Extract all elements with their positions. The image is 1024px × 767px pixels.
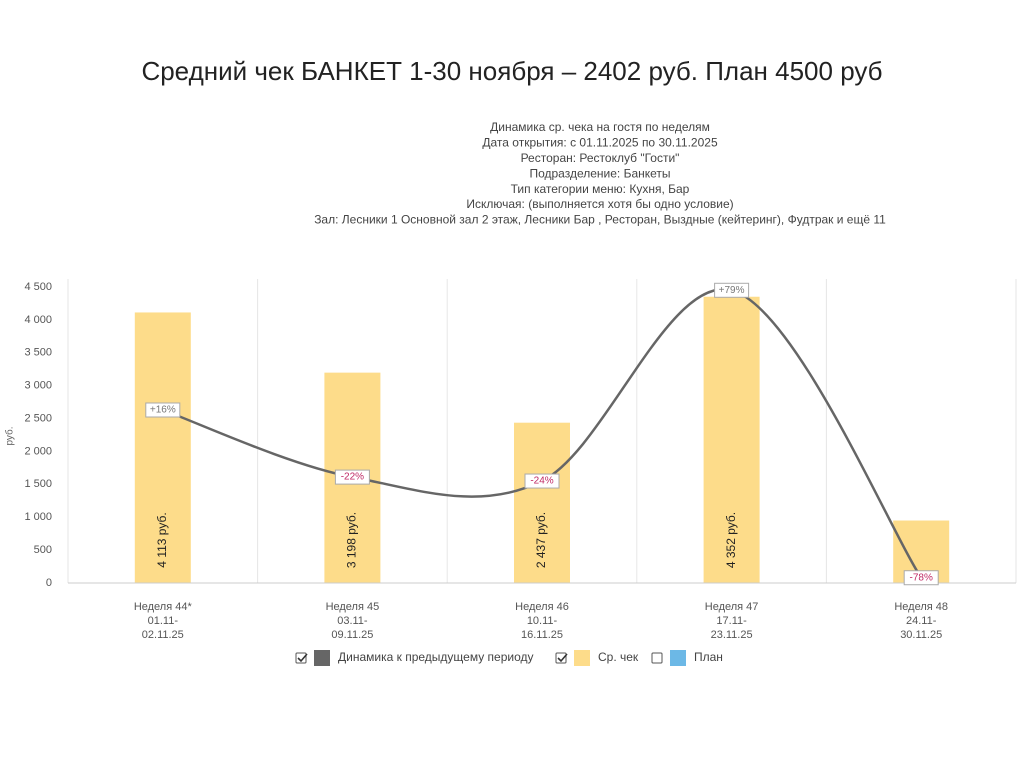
legend-label: План <box>694 650 723 664</box>
subtitle-line: Дата открытия: с 01.11.2025 по 30.11.202… <box>482 136 718 150</box>
line-value-label: -22% <box>341 472 364 483</box>
y-tick-label: 3 500 <box>24 347 52 359</box>
x-tick-label: 23.11.25 <box>711 629 753 641</box>
y-tick-label: 2 500 <box>24 412 52 424</box>
line-label-box <box>334 469 370 485</box>
legend-checkbox[interactable] <box>295 652 307 664</box>
line-value-label: +79% <box>719 285 745 296</box>
bar-value-label: 4 113 руб. <box>155 512 169 567</box>
line-value-label: -78% <box>910 572 933 583</box>
x-tick-label: 16.11.25 <box>521 629 563 641</box>
subtitle-line: Подразделение: Банкеты <box>529 166 670 180</box>
line-value-label: +16% <box>150 405 176 416</box>
x-tick-label: 03.11- <box>337 615 368 627</box>
bar <box>514 422 570 583</box>
legend-checkbox[interactable] <box>651 652 663 664</box>
x-tick-label: 24.11- <box>906 615 937 627</box>
legend-swatch <box>314 650 330 666</box>
y-tick-label: 2 000 <box>24 445 52 457</box>
line-label-box <box>145 402 181 418</box>
y-tick-label: 4 000 <box>24 314 52 326</box>
y-tick-label: 4 500 <box>24 281 52 293</box>
slide-title: Средний чек БАНКЕТ 1-30 ноября – 2402 ру… <box>141 56 882 86</box>
x-tick-label: 01.11- <box>148 615 179 627</box>
x-tick-label: Неделя 45 <box>326 601 380 613</box>
legend-checkbox[interactable] <box>555 652 567 664</box>
x-tick-label: 09.11.25 <box>331 629 373 641</box>
y-tick-label: 500 <box>34 544 52 556</box>
legend-swatch <box>670 650 686 666</box>
x-tick-label: 17.11- <box>716 615 747 627</box>
x-tick-label: Неделя 46 <box>515 601 569 613</box>
line-label-box <box>524 473 560 489</box>
y-tick-label: 3 000 <box>24 380 52 392</box>
y-tick-label: 1 500 <box>24 478 52 490</box>
x-tick-label: Неделя 47 <box>705 601 759 613</box>
legend-checkmark <box>297 653 308 663</box>
legend-swatch <box>574 650 590 666</box>
bar <box>134 312 191 583</box>
x-tick-label: 02.11.25 <box>142 629 184 641</box>
subtitle-line: Динамика ср. чека на гостя по неделям <box>490 120 710 134</box>
bar-value-label: 3 198 руб. <box>345 512 359 568</box>
x-tick-label: 30.11.25 <box>900 629 942 641</box>
bar-value-label: 2 437 руб. <box>534 512 548 568</box>
subtitle-line: Тип категории меню: Кухня, Бар <box>511 182 690 196</box>
legend-label: Динамика к предыдущему периоду <box>338 650 534 664</box>
y-tick-label: 0 <box>46 577 52 589</box>
legend-checkmark <box>557 653 568 663</box>
x-tick-label: 10.11- <box>527 615 558 627</box>
subtitle-line: Ресторан: Рестоклуб "Гости" <box>521 151 680 165</box>
bar <box>703 296 760 583</box>
bar-value-label: 4 352 руб. <box>724 512 738 568</box>
y-axis-label: руб. <box>4 426 16 445</box>
x-tick-label: Неделя 44* <box>134 601 193 613</box>
x-tick-label: Неделя 48 <box>894 601 948 613</box>
line-value-label: -24% <box>530 476 553 487</box>
subtitle-line: Исключая: (выполняется хотя бы одно усло… <box>466 197 733 211</box>
legend-label: Ср. чек <box>598 650 639 664</box>
line <box>162 288 923 579</box>
line-label-box <box>903 570 939 586</box>
y-tick-label: 1 000 <box>24 511 52 523</box>
line-label-box <box>714 282 750 298</box>
subtitle-line: Зал: Лесники 1 Основной зал 2 этаж, Лесн… <box>314 213 886 227</box>
